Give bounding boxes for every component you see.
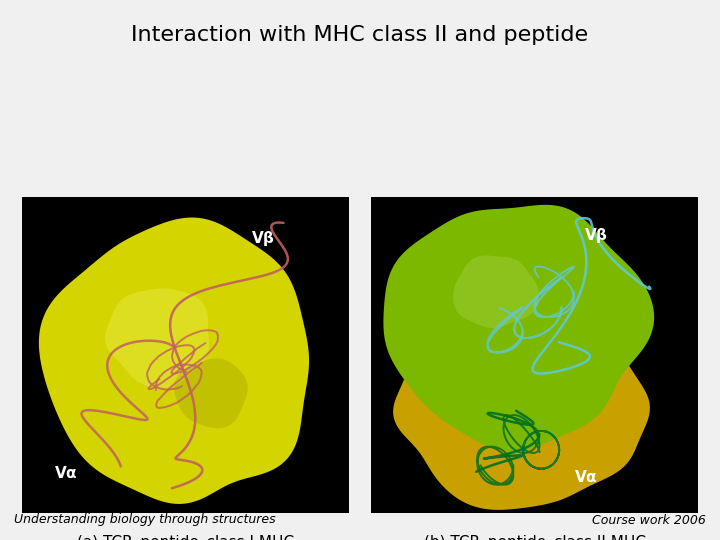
Polygon shape xyxy=(393,320,650,510)
Text: V$\mathbf{\beta}$: V$\mathbf{\beta}$ xyxy=(584,226,608,245)
Text: Understanding biology through structures: Understanding biology through structures xyxy=(14,514,276,526)
Text: V$\mathbf{\alpha}$: V$\mathbf{\alpha}$ xyxy=(55,465,78,482)
Text: V$\mathbf{\beta}$: V$\mathbf{\beta}$ xyxy=(251,229,275,248)
Polygon shape xyxy=(39,218,309,504)
Polygon shape xyxy=(384,205,654,451)
Text: V$\mathbf{\alpha}$: V$\mathbf{\alpha}$ xyxy=(574,469,598,484)
Text: (a) TCR–peptide–class I MHC: (a) TCR–peptide–class I MHC xyxy=(77,535,294,540)
Text: Course work 2006: Course work 2006 xyxy=(592,514,706,526)
Text: Interaction with MHC class II and peptide: Interaction with MHC class II and peptid… xyxy=(132,25,588,45)
Polygon shape xyxy=(174,359,248,428)
Polygon shape xyxy=(105,288,209,388)
Text: (b) TCR–peptide–class II MHC: (b) TCR–peptide–class II MHC xyxy=(423,535,646,540)
Polygon shape xyxy=(454,255,539,328)
Bar xyxy=(22,197,349,513)
Bar xyxy=(371,197,698,513)
